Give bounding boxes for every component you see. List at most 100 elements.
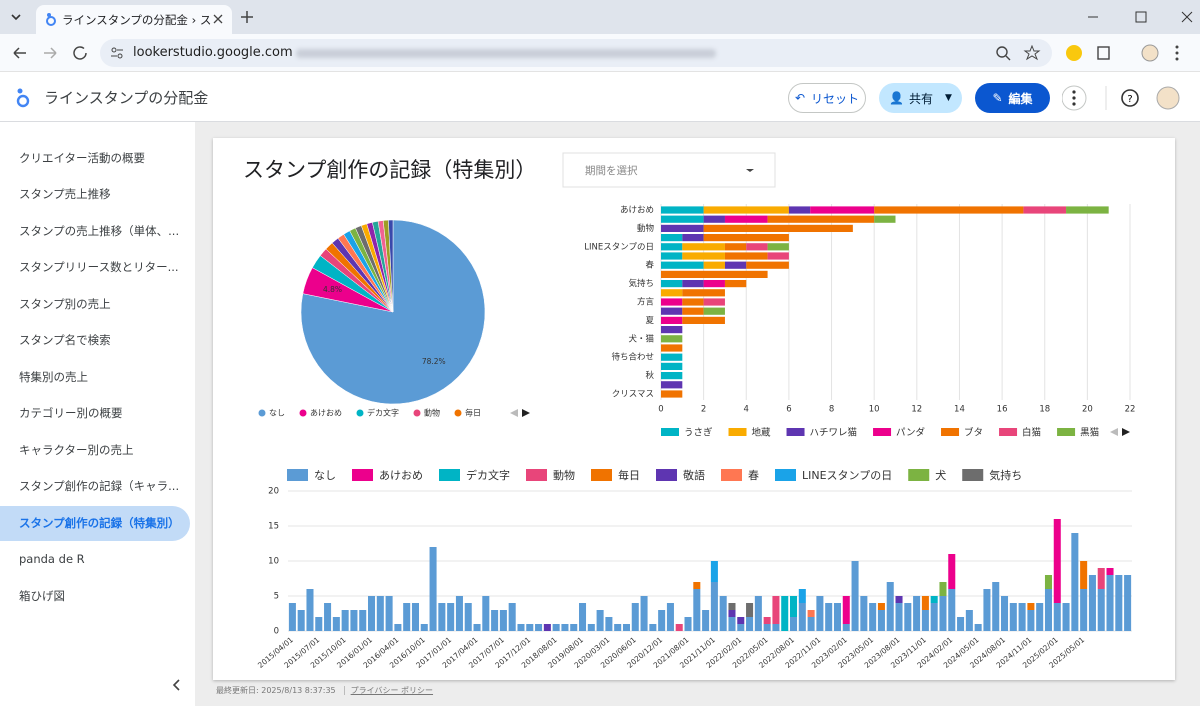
share-button[interactable]: 👤 共有 ▼: [879, 83, 962, 113]
bar-segment: [622, 624, 630, 631]
pie-value-label: 4.8%: [323, 285, 342, 294]
y-tick-label: あけおめ: [620, 206, 654, 216]
address-bar[interactable]: lookerstudio.google.com: [100, 39, 1052, 67]
nav-item[interactable]: スタンプ売上推移: [19, 187, 111, 201]
bar-segment: [710, 582, 718, 631]
nav-item[interactable]: スタンプリリース数とリター...: [19, 260, 179, 274]
nav-item[interactable]: 特集別の売上: [19, 369, 88, 384]
address-icons[interactable]: [995, 45, 1045, 61]
bar-segment: [368, 596, 376, 631]
date-picker[interactable]: [562, 152, 776, 188]
nav-item[interactable]: panda de R: [19, 552, 85, 566]
bar-segment: [693, 589, 701, 631]
y-tick-label: 犬・猫: [628, 333, 654, 344]
date-picker-caret: [746, 169, 754, 172]
extensions[interactable]: [1064, 43, 1194, 63]
bar-segment: [767, 243, 789, 251]
bar-segment: [807, 617, 815, 631]
bar-segment: [359, 610, 367, 631]
new-tab[interactable]: [240, 10, 254, 24]
app-header: ラインスタンプの分配金 ↶ リセット 👤 共有 ▼ ✎ 編集 ?: [0, 72, 1200, 122]
bar-segment: [682, 289, 725, 297]
bar-segment: [661, 307, 683, 315]
nav-item[interactable]: 箱ひげ図: [19, 588, 65, 603]
window-controls[interactable]: [1085, 8, 1200, 26]
bar-segment: [763, 617, 771, 624]
reset-label: リセット: [811, 91, 860, 106]
bar-segment: [1053, 603, 1061, 631]
legend-label: なし: [269, 409, 285, 418]
bar-segment: [842, 596, 850, 624]
y-tick-label: 待ち合わせ: [611, 352, 654, 363]
legend-marker: [999, 428, 1018, 436]
nav-item[interactable]: スタンプ名で検索: [19, 333, 111, 347]
bar-segment: [1023, 206, 1067, 214]
legend-marker: [908, 469, 930, 481]
nav-item[interactable]: スタンプの売上推移（単体、...: [19, 223, 180, 238]
legend-next[interactable]: [522, 409, 530, 417]
bar-segment: [728, 617, 736, 631]
edit-button[interactable]: ✎ 編集: [975, 83, 1050, 113]
nav-item[interactable]: クリエイター活動の概要: [19, 150, 146, 165]
privacy-link[interactable]: プライバシー ポリシー: [343, 686, 434, 695]
bar-segment: [703, 307, 725, 315]
nav-item[interactable]: スタンプ創作の記録（キャラ...: [19, 479, 180, 493]
bar-segment: [306, 589, 314, 631]
bar-segment: [1097, 568, 1105, 589]
bar-segment: [661, 261, 704, 269]
bar-segment: [724, 261, 747, 269]
legend-next[interactable]: [1122, 428, 1130, 436]
last-updated: 最終更新日: 2025/8/13 8:37:35: [216, 686, 336, 695]
legend-prev[interactable]: [1110, 428, 1118, 436]
bar-segment: [693, 582, 701, 589]
y-tick-label: 秋: [645, 370, 654, 381]
y-tick-label: 15: [268, 522, 279, 532]
bar-segment: [315, 617, 323, 631]
nav-item[interactable]: カテゴリー別の概要: [19, 406, 123, 420]
legend-label: 地蔵: [752, 427, 772, 439]
bar-segment: [895, 596, 903, 603]
url: lookerstudio.google.com: [133, 45, 293, 60]
share-label: 共有: [909, 91, 934, 106]
legend-marker: [356, 409, 364, 417]
bar-segment: [1066, 206, 1109, 214]
legend-prev[interactable]: [510, 409, 518, 417]
bar-segment: [666, 603, 674, 631]
tab-close[interactable]: [212, 13, 224, 25]
bar-segment: [790, 617, 798, 631]
tab[interactable]: ラインスタンプの分配金 › スタンプ創: [36, 5, 232, 34]
bar-segment: [1115, 575, 1123, 631]
nav-item[interactable]: スタンプ創作の記録（特集別）: [0, 505, 190, 541]
legend-marker: [656, 469, 677, 481]
legend-marker: [728, 428, 747, 436]
nav-buttons[interactable]: [10, 44, 90, 62]
bar-segment: [1080, 589, 1088, 631]
site-info[interactable]: [110, 46, 124, 60]
y-tick-label: クリスマス: [612, 390, 654, 400]
bar-segment: [728, 610, 736, 617]
header-icons[interactable]: ?: [1062, 84, 1192, 112]
tab-menu[interactable]: [8, 9, 24, 25]
legend-marker: [941, 428, 960, 436]
x-tick-label: 6: [786, 405, 791, 415]
reset-button[interactable]: ↶ リセット: [788, 83, 866, 113]
bar-segment: [1124, 575, 1132, 631]
bar-segment: [798, 603, 806, 631]
date-picker-label: 期間を選択: [585, 164, 638, 177]
nav-item[interactable]: スタンプ別の売上: [19, 296, 111, 311]
bar-segment: [939, 582, 947, 596]
bar-segment: [682, 280, 704, 288]
bar-segment: [587, 624, 595, 631]
favicon: [46, 13, 56, 26]
bar-segment: [746, 243, 768, 251]
y-tick-label: 動物: [637, 223, 655, 234]
bar-segment: [661, 344, 683, 352]
nav-item[interactable]: キャラクター別の売上: [19, 442, 134, 457]
bar-segment: [788, 206, 811, 214]
bar-segment: [438, 603, 446, 631]
bar-segment: [767, 252, 789, 260]
collapse-button[interactable]: [170, 678, 182, 692]
bar-segment: [1001, 596, 1009, 631]
x-tick-label: 4: [744, 405, 749, 415]
bar-segment: [411, 603, 419, 631]
